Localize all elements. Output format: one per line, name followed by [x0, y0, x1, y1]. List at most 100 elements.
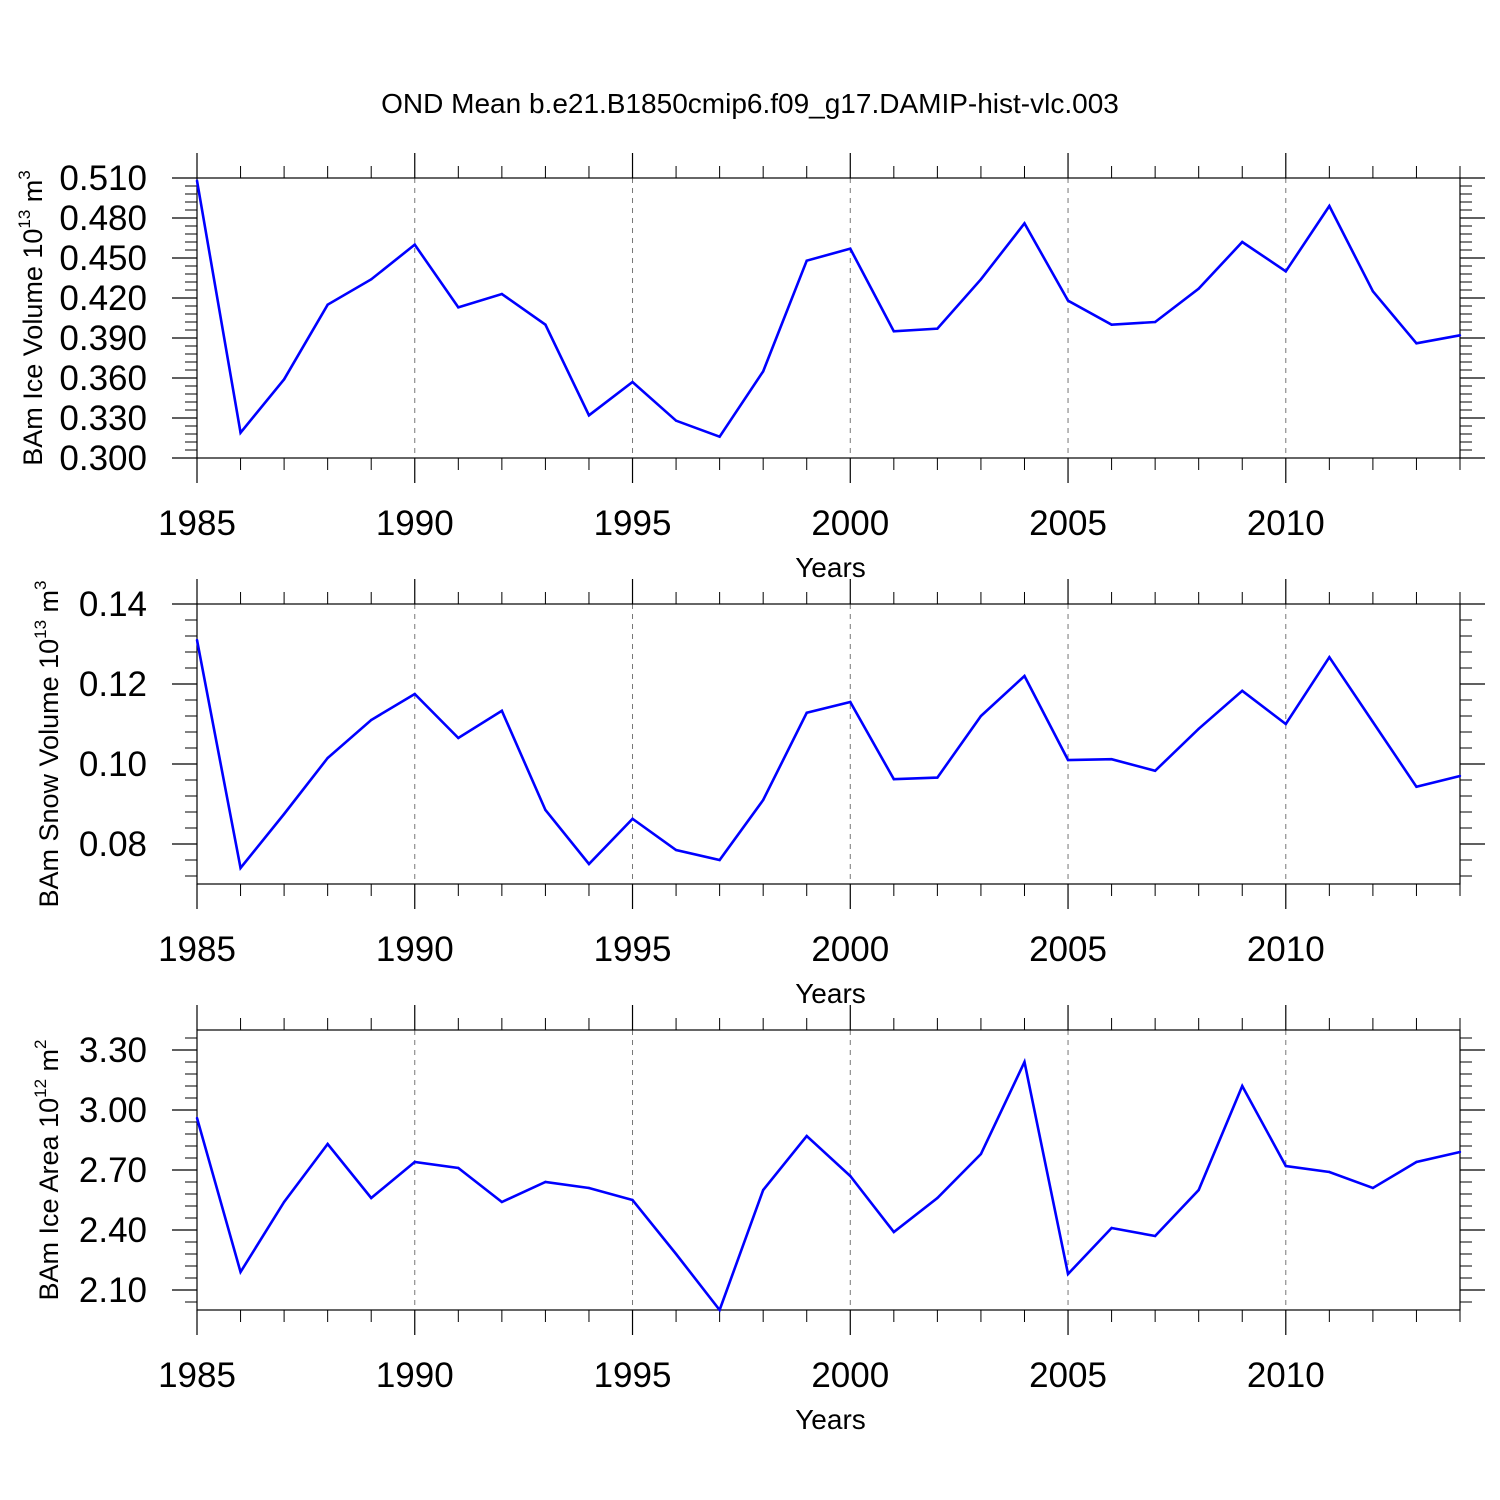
data-point: [413, 1160, 416, 1164]
y-tick-label: 0.12: [79, 665, 147, 704]
data-point: [979, 278, 983, 281]
data-point: [1066, 1272, 1070, 1276]
x-tick-label: 2005: [1029, 1356, 1107, 1395]
y-title-unit: m: [34, 590, 64, 620]
x-tick-label: 1990: [376, 1356, 454, 1395]
data-point: [1066, 758, 1070, 762]
data-point: [1328, 1170, 1331, 1174]
data-point: [1241, 689, 1244, 692]
data-point: [849, 247, 852, 250]
y-title-prefix: BAm Snow Volume 10: [34, 639, 64, 908]
data-point: [1458, 1150, 1462, 1154]
y-tick-label: 0.390: [59, 319, 147, 358]
data-point: [1153, 769, 1157, 772]
panels: 1985 1990 1995 2000 2005 20100.3000.3300.3600…: [15, 153, 1485, 1435]
y-tick-label: 0.08: [79, 825, 147, 864]
data-point: [500, 292, 504, 296]
data-point: [1153, 1234, 1157, 1238]
data-point: [979, 1152, 983, 1156]
data-point: [1371, 1186, 1375, 1190]
panel-1: 1985 1990 1995 2000 2005 20100.3000.3300.3600…: [15, 153, 1485, 583]
data-point: [674, 419, 678, 422]
data-point: [239, 1270, 242, 1274]
data-point: [761, 370, 765, 373]
series-line: [195, 639, 1461, 872]
y-title-unit-exponent: 3: [31, 580, 50, 589]
data-point: [718, 435, 721, 438]
y-title-exponent: 12: [31, 1079, 50, 1098]
data-point: [1284, 270, 1287, 273]
data-point: [1371, 720, 1375, 724]
data-point: [1415, 785, 1418, 788]
data-point: [936, 776, 939, 779]
y-title-unit-exponent: 3: [15, 170, 34, 179]
x-tick-label: 1995: [594, 930, 672, 969]
data-point: [631, 1198, 634, 1202]
data-point: [239, 866, 242, 870]
data-point: [500, 709, 504, 712]
y-axis-title: BAm Ice Volume 1013 m3: [15, 170, 48, 466]
data-point: [457, 1166, 460, 1170]
data-point: [326, 303, 329, 306]
data-point: [718, 1308, 721, 1312]
data-point: [1284, 1164, 1287, 1168]
y-tick-label: 2.40: [79, 1211, 147, 1250]
data-point: [631, 380, 634, 384]
data-point: [892, 1230, 896, 1234]
data-point: [1110, 323, 1113, 326]
data-point: [544, 1180, 547, 1184]
y-tick-label: 0.420: [59, 279, 147, 318]
y-title-unit-exponent: 2: [31, 1040, 50, 1049]
data-point: [282, 812, 286, 816]
y-title-prefix: BAm Ice Area 10: [34, 1098, 64, 1301]
data-point: [326, 1142, 329, 1146]
data-point: [674, 848, 678, 852]
data-point: [674, 1252, 678, 1256]
data-point: [936, 327, 939, 330]
x-tick-label: 2005: [1029, 504, 1107, 543]
data-point: [1241, 1084, 1244, 1088]
data-point: [239, 431, 242, 434]
data-point: [1110, 758, 1113, 761]
data-point: [1110, 1226, 1113, 1230]
data-point: [1458, 334, 1462, 337]
panel-3: 1985 1990 1995 2000 2005 2010 2.10 2.40 2.70 3.00…: [31, 1005, 1485, 1435]
y-title-prefix: BAm Ice Volume 10: [18, 229, 48, 466]
data-point: [1023, 222, 1026, 225]
y-tick-label: 2.70: [79, 1151, 147, 1190]
x-tick-label: 2000: [811, 930, 889, 969]
data-point: [413, 692, 416, 696]
data-point: [195, 179, 199, 182]
data-point: [761, 1188, 765, 1192]
x-axis-title: Years: [795, 978, 866, 1009]
x-axis-title: Years: [795, 1404, 866, 1435]
data-point: [1458, 774, 1462, 778]
x-tick-label: 1990: [376, 504, 454, 543]
x-tick-label: 1990: [376, 930, 454, 969]
x-tick-label: 1995: [594, 504, 672, 543]
y-title-exponent: 13: [31, 620, 50, 639]
x-tick-label: 1995: [594, 1356, 672, 1395]
x-tick-label: 2005: [1029, 930, 1107, 969]
data-point: [195, 1116, 199, 1120]
data-point: [936, 1196, 939, 1200]
data-point: [1371, 290, 1375, 293]
data-point: [979, 714, 983, 718]
data-point: [1415, 342, 1418, 345]
data-point: [370, 718, 373, 722]
y-tick-label: 0.14: [79, 585, 147, 624]
series-line: [195, 1057, 1461, 1313]
data-point: [849, 700, 852, 704]
y-tick-label: 0.10: [79, 745, 147, 784]
data-point: [195, 638, 199, 642]
data-point: [1415, 1160, 1418, 1164]
data-point: [892, 330, 896, 333]
data-point: [500, 1200, 504, 1204]
x-tick-label: 2010: [1247, 930, 1325, 969]
data-point: [457, 736, 460, 740]
data-point: [1023, 1060, 1026, 1064]
x-tick-label: 1985: [158, 930, 236, 969]
data-point: [1328, 656, 1331, 659]
